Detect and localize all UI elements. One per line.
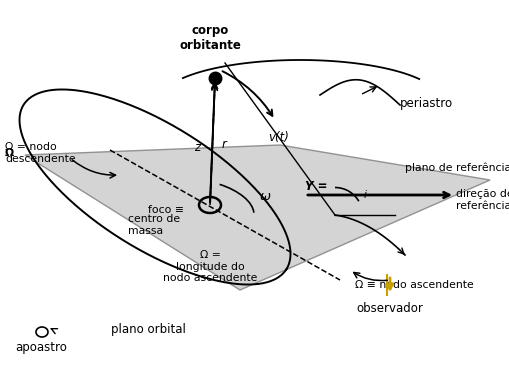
Text: Ω ≡ nodo ascendente: Ω ≡ nodo ascendente <box>354 280 473 290</box>
Text: Υ =: Υ = <box>304 180 327 193</box>
Text: z: z <box>193 141 200 154</box>
Text: foco ≡: foco ≡ <box>148 205 184 215</box>
Text: Ω =
longitude do
nodo ascendente: Ω = longitude do nodo ascendente <box>162 250 257 283</box>
Text: apoastro: apoastro <box>15 341 67 355</box>
Text: Ω = nodo
descendente: Ω = nodo descendente <box>5 142 75 164</box>
Text: corpo
orbitante: corpo orbitante <box>179 24 240 52</box>
Polygon shape <box>25 145 489 290</box>
Text: plano de referência: plano de referência <box>404 163 509 173</box>
Text: periastro: periastro <box>399 96 452 109</box>
Text: ω: ω <box>259 190 270 203</box>
Text: r: r <box>221 138 227 151</box>
Text: centro de
massa: centro de massa <box>128 214 180 236</box>
Text: observador: observador <box>356 302 422 315</box>
Text: plano orbital: plano orbital <box>110 324 185 337</box>
Text: direção de
referência: direção de referência <box>455 189 509 211</box>
Text: v(t): v(t) <box>267 131 288 144</box>
Text: Ω: Ω <box>5 148 14 158</box>
Text: i: i <box>363 190 366 200</box>
